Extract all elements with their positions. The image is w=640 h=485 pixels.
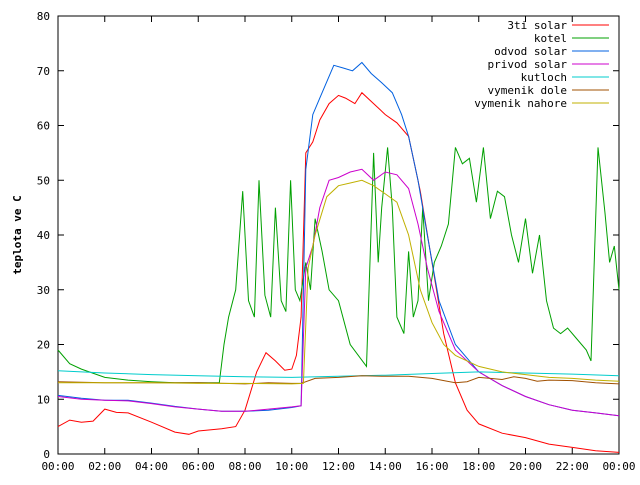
- y-axis-label: teplota ve C: [11, 195, 24, 274]
- x-tick-label: 20:00: [509, 460, 542, 473]
- y-tick-label: 50: [37, 174, 50, 187]
- x-tick-label: 18:00: [462, 460, 495, 473]
- x-tick-label: 14:00: [369, 460, 402, 473]
- y-tick-label: 80: [37, 10, 50, 23]
- series-line-kutloch: [57, 370, 620, 378]
- legend-label: kotel: [534, 32, 567, 45]
- x-axis: 00:00 02:00 04:00 06:00 08:00 10:00 12:00 14:00…: [41, 16, 636, 473]
- y-tick-label: 60: [37, 120, 50, 133]
- series-line-privod-solar: [57, 168, 620, 417]
- y-tick-label: 0: [43, 448, 50, 461]
- series-line-odvod-solar: [57, 61, 620, 417]
- y-tick-label: 10: [37, 393, 50, 406]
- legend-label: privod solar: [488, 58, 568, 71]
- series-lines: [57, 61, 620, 453]
- series-line-kotel: [57, 147, 620, 384]
- x-tick-label: 00:00: [602, 460, 635, 473]
- series-line-vymenik-nahore: [58, 179, 620, 385]
- legend-label: vymenik nahore: [474, 97, 567, 110]
- y-tick-label: 30: [37, 284, 50, 297]
- x-tick-label: 08:00: [228, 460, 261, 473]
- legend-label: 3ti solar: [507, 19, 567, 32]
- legend-label: vymenik dole: [488, 84, 567, 97]
- y-tick-label: 70: [37, 65, 50, 78]
- y-tick-label: 20: [37, 339, 50, 352]
- x-tick-label: 02:00: [88, 460, 121, 473]
- y-axis: 0 10 20 30 40 50 60 70 80: [37, 10, 619, 461]
- x-tick-label: 06:00: [182, 460, 215, 473]
- x-tick-label: 00:00: [41, 460, 74, 473]
- y-tick-label: 40: [37, 229, 50, 242]
- series-line-3ti-solar: [57, 91, 620, 453]
- x-tick-label: 10:00: [275, 460, 308, 473]
- legend-label: kutloch: [521, 71, 567, 84]
- x-tick-label: 04:00: [135, 460, 168, 473]
- x-tick-label: 12:00: [322, 460, 355, 473]
- legend-label: odvod solar: [494, 45, 567, 58]
- x-tick-label: 16:00: [415, 460, 448, 473]
- x-tick-label: 22:00: [556, 460, 589, 473]
